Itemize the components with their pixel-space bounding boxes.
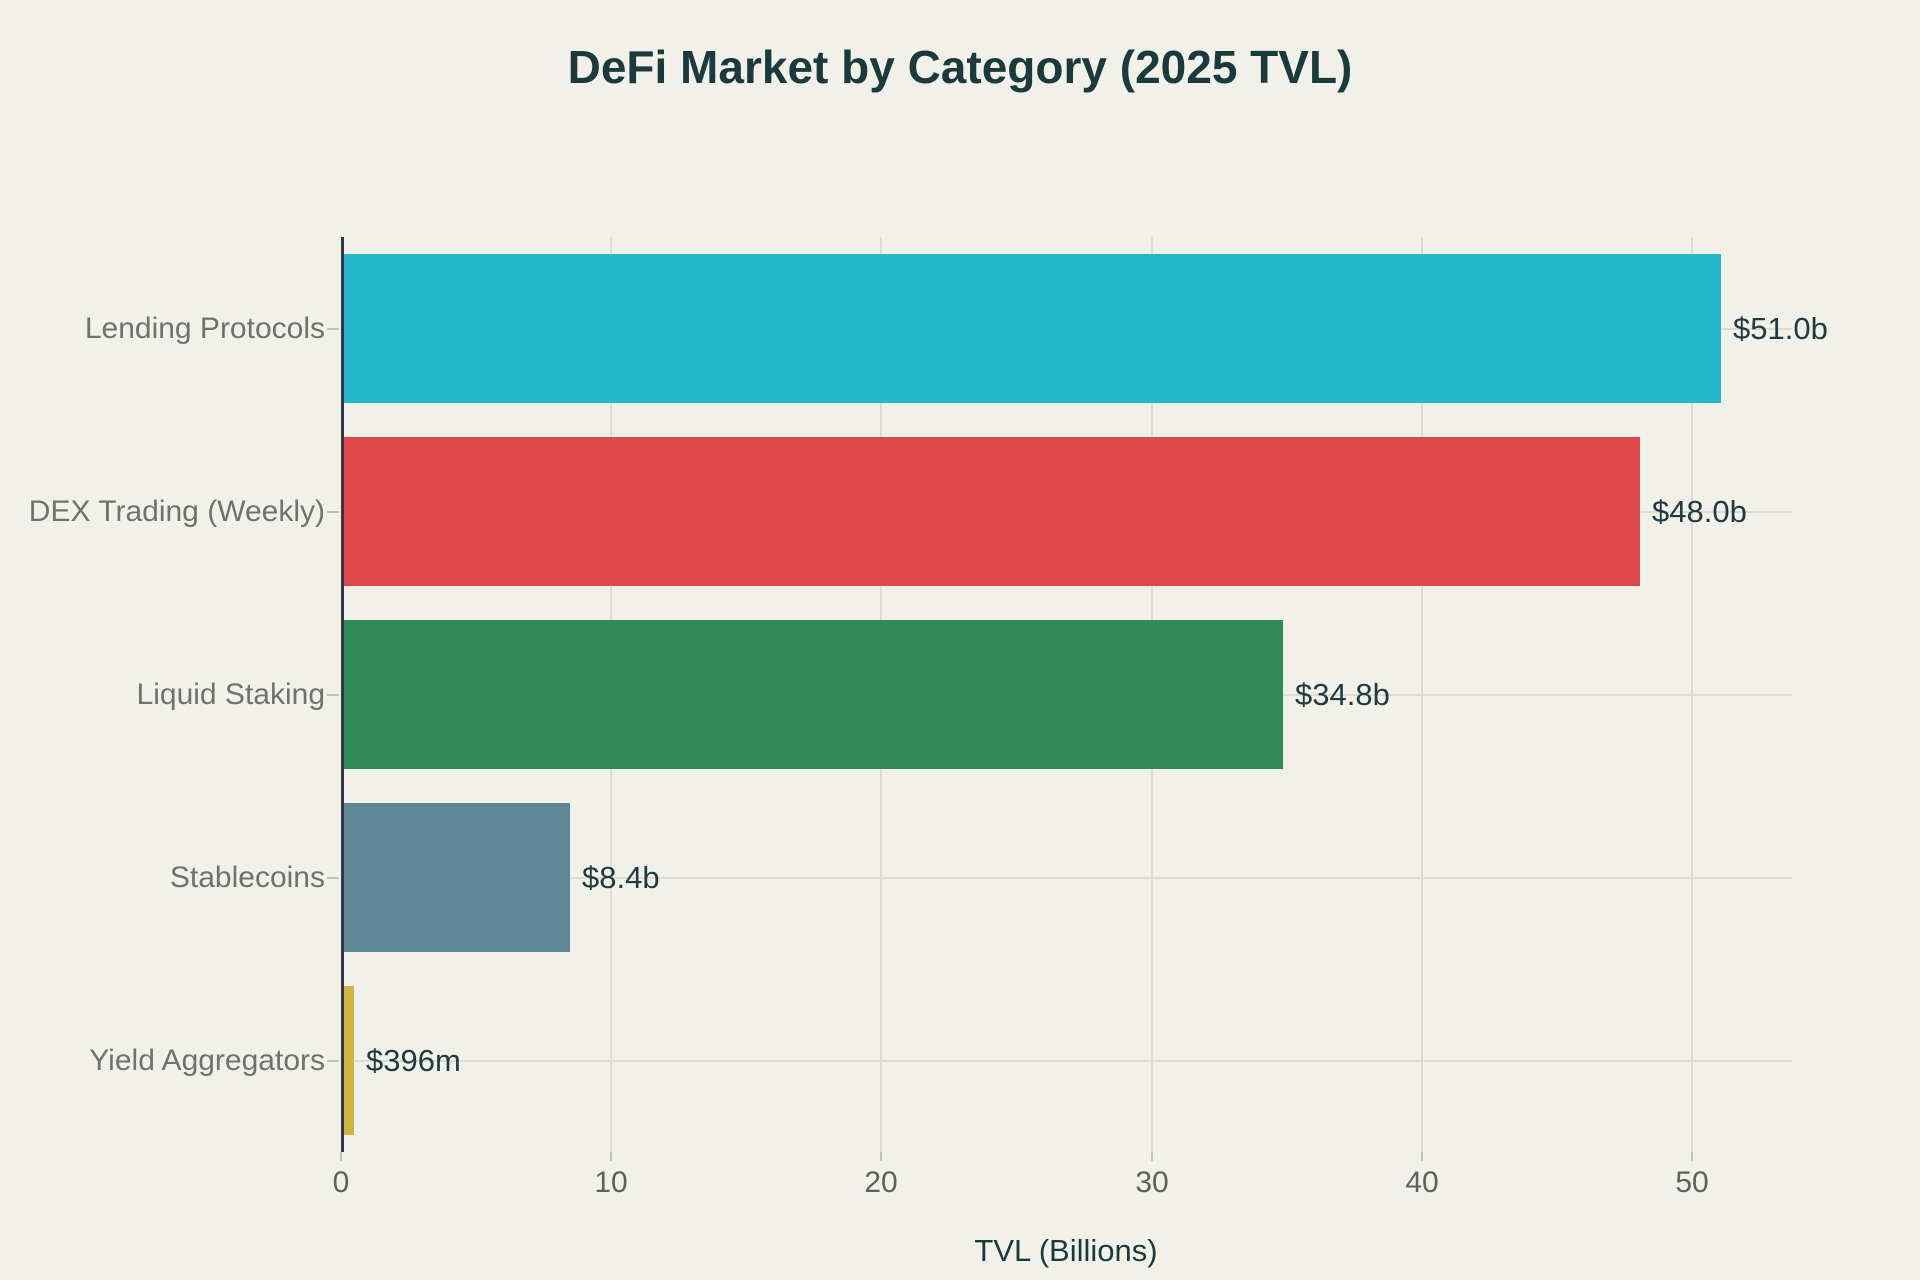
- bar-liquid-staking: [343, 620, 1283, 769]
- x-tick-label: 0: [332, 1166, 350, 1199]
- x-tick-mark: [610, 1152, 612, 1161]
- x-axis-title: TVL (Billions): [974, 1233, 1158, 1268]
- value-label: $8.4b: [582, 860, 660, 895]
- chart-title: DeFi Market by Category (2025 TVL): [567, 41, 1353, 93]
- x-tick-label: 40: [1405, 1166, 1439, 1199]
- plot-area: $51.0b $48.0b $34.8b $8.4b $396m: [341, 237, 1828, 1152]
- y-tick-mark: [327, 1060, 339, 1062]
- y-gridline: [341, 877, 1792, 879]
- category-label: Yield Aggregators: [89, 1044, 325, 1077]
- value-label: $396m: [366, 1043, 461, 1078]
- bar-stablecoins: [343, 803, 570, 952]
- category-label: Lending Protocols: [84, 312, 325, 345]
- category-label: DEX Trading (Weekly): [28, 495, 325, 528]
- bar-dex-trading-weekly: [343, 437, 1640, 586]
- x-tick-mark: [1421, 1152, 1423, 1161]
- y-tick-mark: [327, 877, 339, 879]
- value-label: $34.8b: [1295, 677, 1390, 712]
- value-label: $51.0b: [1733, 311, 1828, 346]
- x-tick-mark: [1151, 1152, 1153, 1161]
- y-tick-mark: [327, 328, 339, 330]
- x-tick-mark: [1691, 1152, 1693, 1161]
- bar-lending-protocols: [343, 254, 1721, 403]
- y-gridline: [341, 1060, 1792, 1062]
- x-tick-mark: [880, 1152, 882, 1161]
- category-label: Stablecoins: [169, 861, 325, 894]
- x-tick-label: 20: [864, 1166, 898, 1199]
- y-tick-mark: [327, 511, 339, 513]
- y-axis-line: [341, 237, 344, 1152]
- bar-yield-aggregators: [343, 986, 354, 1135]
- x-tick-mark: [340, 1152, 342, 1161]
- y-tick-mark: [327, 694, 339, 696]
- x-tick-label: 50: [1675, 1166, 1709, 1199]
- x-tick-label: 10: [594, 1166, 628, 1199]
- x-tick-label: 30: [1135, 1166, 1169, 1199]
- value-label: $48.0b: [1652, 494, 1747, 529]
- category-label: Liquid Staking: [136, 678, 325, 711]
